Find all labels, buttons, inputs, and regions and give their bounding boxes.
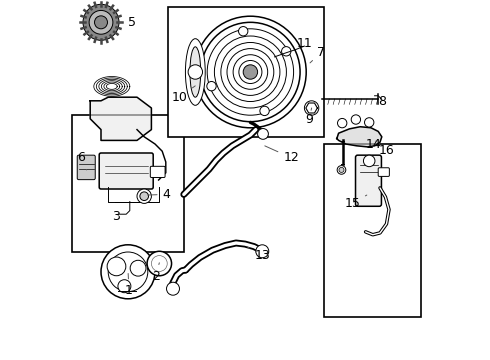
- Ellipse shape: [190, 47, 201, 97]
- FancyBboxPatch shape: [77, 155, 95, 180]
- FancyBboxPatch shape: [150, 166, 165, 177]
- Circle shape: [207, 81, 216, 91]
- Circle shape: [83, 4, 119, 40]
- Text: 1: 1: [125, 274, 133, 297]
- Circle shape: [215, 36, 286, 108]
- Circle shape: [304, 101, 319, 115]
- Bar: [324, 144, 421, 317]
- Circle shape: [239, 60, 262, 84]
- Text: 10: 10: [172, 86, 195, 104]
- Circle shape: [137, 189, 151, 203]
- Circle shape: [95, 16, 107, 29]
- Circle shape: [351, 115, 361, 124]
- Circle shape: [282, 46, 291, 56]
- Polygon shape: [337, 127, 382, 147]
- Text: 16: 16: [375, 141, 394, 157]
- Circle shape: [207, 29, 294, 115]
- Circle shape: [339, 167, 344, 172]
- Circle shape: [101, 245, 155, 299]
- Circle shape: [167, 282, 179, 295]
- Circle shape: [221, 42, 280, 102]
- Circle shape: [201, 22, 300, 122]
- FancyBboxPatch shape: [378, 168, 390, 176]
- Text: 14: 14: [366, 138, 382, 151]
- Bar: [168, 7, 324, 137]
- Text: 12: 12: [265, 146, 299, 164]
- Circle shape: [151, 256, 167, 271]
- Circle shape: [147, 251, 172, 276]
- Circle shape: [89, 10, 113, 34]
- Circle shape: [338, 118, 347, 128]
- Circle shape: [195, 16, 306, 128]
- Text: 3: 3: [112, 210, 120, 222]
- Circle shape: [258, 129, 269, 139]
- Text: 11: 11: [296, 37, 312, 50]
- Circle shape: [364, 155, 375, 167]
- Text: 8: 8: [378, 95, 386, 108]
- Polygon shape: [90, 97, 151, 140]
- Circle shape: [260, 106, 269, 116]
- Circle shape: [188, 65, 202, 79]
- Circle shape: [337, 166, 346, 174]
- Text: 9: 9: [305, 108, 313, 126]
- FancyBboxPatch shape: [356, 155, 381, 206]
- Bar: [72, 115, 184, 252]
- Ellipse shape: [185, 39, 205, 105]
- Circle shape: [107, 257, 126, 276]
- Circle shape: [233, 55, 268, 89]
- Circle shape: [140, 192, 148, 201]
- Text: 13: 13: [247, 247, 270, 262]
- Circle shape: [256, 245, 269, 258]
- Circle shape: [118, 280, 131, 293]
- Text: 4: 4: [147, 188, 171, 201]
- Text: 2: 2: [152, 263, 160, 283]
- Circle shape: [243, 65, 258, 79]
- Circle shape: [227, 49, 274, 95]
- Text: 6: 6: [77, 151, 87, 170]
- Circle shape: [239, 27, 248, 36]
- FancyBboxPatch shape: [99, 153, 153, 189]
- Circle shape: [130, 260, 146, 276]
- Text: 15: 15: [344, 195, 367, 210]
- Circle shape: [365, 118, 374, 127]
- Circle shape: [108, 252, 148, 292]
- Text: 5: 5: [119, 16, 136, 29]
- Text: 7: 7: [310, 46, 325, 63]
